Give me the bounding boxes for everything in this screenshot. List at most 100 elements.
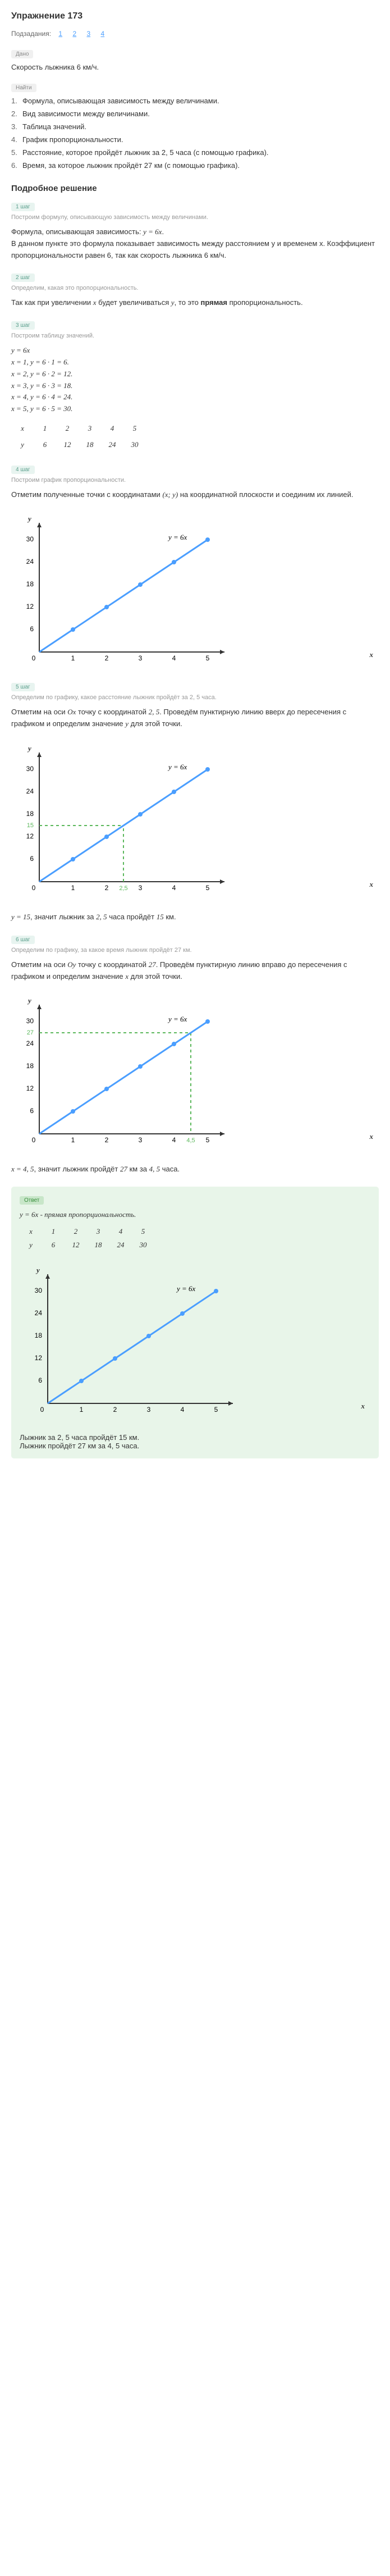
svg-text:0: 0 — [32, 654, 36, 662]
subtask-link-2[interactable]: 2 — [72, 30, 76, 38]
step-content: Отметим полученные точки с координатами … — [11, 489, 379, 501]
answer-result: Лыжник за 2, 5 часа пройдёт 15 км. — [20, 1433, 370, 1442]
svg-text:18: 18 — [26, 1062, 34, 1070]
subtasks-nav: Подзадания: 1 2 3 4 — [11, 30, 379, 38]
step-desc: Построим формулу, описывающую зависимост… — [11, 214, 379, 221]
table-cell: 24 — [109, 1238, 132, 1252]
x-axis-label: x — [361, 1402, 365, 1411]
table-cell: 6 — [42, 1238, 65, 1252]
result-text: y = 15, значит лыжник за 2, 5 часа пройд… — [11, 911, 379, 923]
y-axis-label: y — [28, 996, 31, 1005]
table-cell: 4 — [109, 1225, 132, 1238]
table-cell: 30 — [123, 437, 146, 453]
svg-text:y = 6x: y = 6x — [167, 763, 187, 771]
table-cell: y — [20, 1238, 42, 1252]
find-item-text: Формула, описывающая зависимость между в… — [22, 97, 219, 105]
step-label: 1 шаг — [11, 203, 35, 211]
svg-text:5: 5 — [214, 1406, 218, 1414]
calculation: x = 4, y = 6 · 4 = 24. — [11, 391, 379, 403]
table-cell: x — [11, 421, 34, 437]
svg-text:12: 12 — [26, 603, 34, 610]
svg-text:6: 6 — [30, 855, 34, 863]
svg-text:12: 12 — [35, 1354, 43, 1362]
result-text: x = 4, 5, значит лыжник пройдёт 27 км за… — [11, 1164, 379, 1175]
svg-text:3: 3 — [139, 884, 143, 892]
table-cell: 12 — [56, 437, 79, 453]
answer-section: Ответ y = 6x - прямая пропорциональность… — [11, 1187, 379, 1458]
step-desc: Определим по графику, за какое время лыж… — [11, 947, 379, 954]
svg-text:y = 6x: y = 6x — [176, 1284, 196, 1293]
table-cell: 18 — [87, 1238, 109, 1252]
svg-text:0: 0 — [40, 1406, 44, 1414]
svg-text:1: 1 — [80, 1406, 84, 1414]
y-axis-label: y — [28, 514, 31, 523]
table-cell: 30 — [132, 1238, 154, 1252]
find-item-text: Расстояние, которое пройдёт лыжник за 2,… — [22, 148, 269, 157]
subtask-link-3[interactable]: 3 — [86, 30, 90, 38]
svg-text:5: 5 — [206, 1136, 210, 1144]
step-text: Отметим полученные точки с координатами … — [11, 489, 379, 501]
svg-text:4: 4 — [181, 1406, 185, 1414]
y-axis-label: y — [28, 744, 31, 753]
svg-text:24: 24 — [26, 787, 34, 795]
svg-text:1: 1 — [71, 654, 75, 662]
svg-text:30: 30 — [26, 535, 34, 543]
step-result: x = 4, 5, значит лыжник пройдёт 27 км за… — [11, 1164, 379, 1175]
svg-text:18: 18 — [26, 580, 34, 588]
table-cell: 5 — [132, 1225, 154, 1238]
chart-step5: 6 12 15 18 24 30 1 2 2,5 3 4 5 0 y = 6x … — [11, 741, 379, 900]
step-desc: Построим график пропорциональности. — [11, 477, 379, 484]
svg-text:4: 4 — [172, 1136, 176, 1144]
svg-text:12: 12 — [26, 832, 34, 840]
chart-svg: 6 12 18 24 27 30 1 2 3 4 4,5 5 0 y = 6x — [11, 993, 236, 1151]
find-item-text: Таблица значений. — [22, 122, 86, 131]
value-table: x 1 2 3 4 5 y 6 12 18 24 30 — [11, 421, 379, 453]
find-item-text: График пропорциональности. — [22, 135, 123, 144]
subtask-link-4[interactable]: 4 — [101, 30, 105, 38]
answer-formula: y = 6x - прямая пропорциональность. — [20, 1210, 370, 1219]
y-axis-label: y — [36, 1266, 40, 1275]
find-item-text: Время, за которое лыжник пройдёт 27 км (… — [22, 161, 240, 170]
table-cell: x — [20, 1225, 42, 1238]
svg-text:6: 6 — [30, 625, 34, 633]
svg-text:3: 3 — [139, 1136, 143, 1144]
svg-text:6: 6 — [38, 1376, 42, 1384]
subtask-link-1[interactable]: 1 — [58, 30, 62, 38]
chart-svg: 6 12 15 18 24 30 1 2 2,5 3 4 5 0 y = 6x — [11, 741, 236, 899]
svg-text:2: 2 — [105, 884, 109, 892]
table-cell: y — [11, 437, 34, 453]
table-cell: 1 — [42, 1225, 65, 1238]
x-axis-label: x — [370, 650, 374, 659]
svg-text:1: 1 — [71, 1136, 75, 1144]
svg-text:2: 2 — [105, 654, 109, 662]
x-axis-label: x — [370, 1132, 374, 1141]
svg-text:12: 12 — [26, 1084, 34, 1092]
svg-text:y = 6x: y = 6x — [167, 1015, 187, 1023]
svg-text:24: 24 — [35, 1309, 43, 1317]
table-cell: 24 — [101, 437, 123, 453]
table-cell: 12 — [65, 1238, 87, 1252]
svg-text:2: 2 — [105, 1136, 109, 1144]
svg-text:6: 6 — [30, 1107, 34, 1115]
table-cell: 2 — [65, 1225, 87, 1238]
step-desc: Определим по графику, какое расстояние л… — [11, 694, 379, 701]
table-cell: 4 — [101, 421, 123, 437]
exercise-title: Упражнение 173 — [11, 11, 379, 21]
step-result: y = 15, значит лыжник за 2, 5 часа пройд… — [11, 911, 379, 923]
chart-svg: 6 12 18 24 30 1 2 3 4 5 0 y = 6x — [11, 512, 236, 669]
step-content: Отметим на оси Ox точку с координатой 2,… — [11, 706, 379, 730]
svg-text:4: 4 — [172, 654, 176, 662]
svg-text:2: 2 — [113, 1406, 117, 1414]
svg-text:5: 5 — [206, 654, 210, 662]
find-item: 1.Формула, описывающая зависимость между… — [11, 97, 379, 105]
svg-text:30: 30 — [26, 765, 34, 773]
svg-text:30: 30 — [26, 1017, 34, 1025]
step-text: В данном пункте это формула показывает з… — [11, 238, 379, 262]
step-desc: Построим таблицу значений. — [11, 332, 379, 339]
chart-svg: 6 12 18 24 30 1 2 3 4 5 0 y = 6x — [20, 1263, 244, 1420]
given-text: Скорость лыжника 6 км/ч. — [11, 63, 379, 71]
find-item: 5.Расстояние, которое пройдёт лыжник за … — [11, 148, 379, 157]
find-list: 1.Формула, описывающая зависимость между… — [11, 97, 379, 170]
step-text: Отметим на оси Ox точку с координатой 2,… — [11, 706, 379, 730]
step-label: 2 шаг — [11, 273, 35, 282]
